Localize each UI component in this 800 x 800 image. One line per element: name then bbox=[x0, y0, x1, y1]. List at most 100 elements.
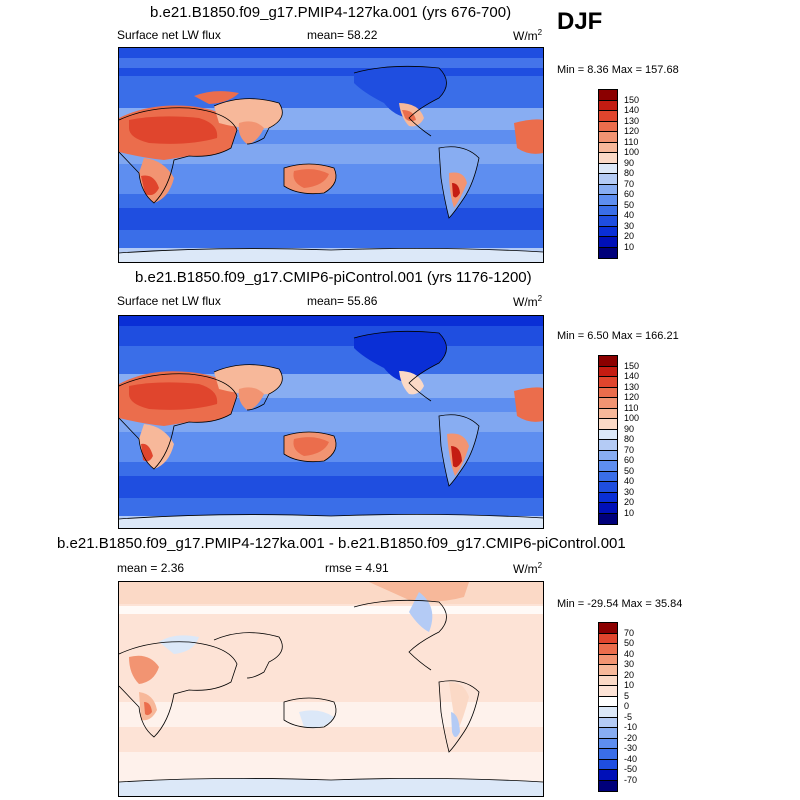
colorbar-cell bbox=[599, 623, 617, 634]
colorbar-cell bbox=[599, 759, 617, 770]
panel3-units: W/m2 bbox=[513, 561, 542, 576]
panel1-mean: mean= 58.22 bbox=[307, 28, 377, 42]
colorbar-cell bbox=[599, 780, 617, 791]
colorbar-tick-label: 90 bbox=[624, 423, 635, 434]
colorbar-cell bbox=[599, 195, 617, 206]
colorbar-cell bbox=[599, 633, 617, 644]
panel2-mean: mean= 55.86 bbox=[307, 294, 377, 308]
colorbar-cell bbox=[599, 237, 617, 248]
panel3-mean-value: 2.36 bbox=[160, 561, 185, 575]
panel1-units-sup: 2 bbox=[537, 28, 543, 37]
colorbar-tick-label: 40 bbox=[624, 476, 635, 486]
panel3-map-svg bbox=[119, 582, 543, 796]
panel3-units-sup: 2 bbox=[537, 561, 543, 570]
colorbar-tick-label: -10 bbox=[624, 722, 638, 732]
colorbar-cell bbox=[599, 503, 617, 514]
colorbar-tick-label: -5 bbox=[624, 711, 633, 722]
panel2-mean-value: 55.86 bbox=[347, 294, 378, 308]
panel2-mean-label: mean= bbox=[307, 294, 345, 308]
season-label: DJF bbox=[557, 8, 603, 35]
colorbar-tick-label: 130 bbox=[624, 381, 640, 392]
colorbar-cell bbox=[599, 440, 617, 451]
colorbar-tick-label: 20 bbox=[624, 669, 635, 680]
panel2-colorbar-ticks: 150 140 130 120 110 100 90 80 70 60 50 4… bbox=[624, 355, 664, 523]
colorbar-tick-label: 40 bbox=[624, 648, 635, 659]
colorbar-cell bbox=[599, 492, 617, 503]
colorbar-tick-label: 20 bbox=[624, 231, 635, 241]
colorbar-tick-label: 30 bbox=[624, 486, 635, 497]
panel1-units-text: W/m bbox=[513, 29, 538, 43]
colorbar-tick-label: 30 bbox=[624, 659, 635, 669]
panel3-mean-label: mean = bbox=[117, 561, 158, 575]
colorbar-cell bbox=[599, 142, 617, 153]
colorbar-cell bbox=[599, 247, 617, 258]
colorbar-tick-label: 130 bbox=[624, 115, 640, 126]
colorbar-cell bbox=[599, 419, 617, 430]
colorbar-tick-label: 100 bbox=[624, 413, 640, 423]
colorbar-cell bbox=[599, 111, 617, 122]
panel3-colorbar-ticks: 70 50 40 30 20 10 5 0 -5 -10 -20 -30 -40… bbox=[624, 622, 664, 790]
colorbar-cell bbox=[599, 132, 617, 143]
colorbar-cell bbox=[599, 513, 617, 524]
colorbar-tick-label: 60 bbox=[624, 455, 635, 465]
colorbar-tick-label: 40 bbox=[624, 210, 635, 220]
panel3-rmse-label: rmse = bbox=[325, 561, 363, 575]
panel3-title: b.e21.B1850.f09_g17.PMIP4-127ka.001 - b.… bbox=[57, 535, 626, 552]
colorbar-tick-label: 50 bbox=[624, 199, 635, 210]
colorbar-cell bbox=[599, 654, 617, 665]
colorbar-cell bbox=[599, 377, 617, 388]
colorbar-cell bbox=[599, 675, 617, 686]
colorbar-cell bbox=[599, 90, 617, 101]
colorbar-cell bbox=[599, 121, 617, 132]
panel2-map-svg bbox=[119, 316, 543, 528]
colorbar-cell bbox=[599, 100, 617, 111]
colorbar-tick-label: 80 bbox=[624, 434, 635, 444]
colorbar-tick-label: 100 bbox=[624, 147, 640, 157]
colorbar-cell bbox=[599, 163, 617, 174]
colorbar-tick-label: 50 bbox=[624, 465, 635, 476]
colorbar-cell bbox=[599, 665, 617, 676]
colorbar-tick-label: -50 bbox=[624, 764, 638, 774]
colorbar-tick-label: 70 bbox=[624, 178, 635, 189]
colorbar-tick-label: 110 bbox=[624, 136, 639, 147]
colorbar-cell bbox=[599, 174, 617, 185]
colorbar-tick-label: -40 bbox=[624, 753, 638, 764]
colorbar-tick-label: 150 bbox=[624, 94, 640, 105]
colorbar-cell bbox=[599, 450, 617, 461]
panel3-mean: mean = 2.36 bbox=[117, 561, 184, 575]
colorbar-cell bbox=[599, 226, 617, 237]
colorbar-cell bbox=[599, 387, 617, 398]
colorbar-tick-label: -70 bbox=[624, 774, 638, 785]
colorbar-cell bbox=[599, 205, 617, 216]
colorbar-tick-label: 120 bbox=[624, 126, 640, 136]
panel1-mean-label: mean= bbox=[307, 28, 345, 42]
colorbar-tick-label: -30 bbox=[624, 743, 638, 753]
colorbar-tick-label: -20 bbox=[624, 732, 638, 743]
panel3-colorbar bbox=[598, 622, 618, 792]
colorbar-tick-label: 60 bbox=[624, 189, 635, 199]
colorbar-cell bbox=[599, 398, 617, 409]
colorbar-tick-label: 110 bbox=[624, 402, 639, 413]
panel2-title: b.e21.B1850.f09_g17.CMIP6-piControl.001 … bbox=[135, 269, 532, 286]
panel2-map bbox=[118, 315, 544, 529]
colorbar-tick-label: 10 bbox=[624, 241, 635, 252]
colorbar-tick-label: 5 bbox=[624, 690, 630, 701]
colorbar-tick-label: 0 bbox=[624, 701, 630, 711]
colorbar-cell bbox=[599, 728, 617, 739]
colorbar-tick-label: 50 bbox=[624, 638, 635, 648]
panel1-colorbar bbox=[598, 89, 618, 259]
panel3-rmse: rmse = 4.91 bbox=[325, 561, 389, 575]
colorbar-tick-label: 120 bbox=[624, 392, 640, 402]
panel2-minmax: Min = 6.50 Max = 166.21 bbox=[557, 330, 679, 342]
colorbar-tick-label: 90 bbox=[624, 157, 635, 168]
colorbar-cell bbox=[599, 696, 617, 707]
colorbar-cell bbox=[599, 153, 617, 164]
panel1-field-label: Surface net LW flux bbox=[117, 28, 221, 42]
colorbar-tick-label: 140 bbox=[624, 105, 640, 115]
panel1-colorbar-ticks: 150 140 130 120 110 100 90 80 70 60 50 4… bbox=[624, 89, 664, 257]
colorbar-tick-label: 70 bbox=[624, 444, 635, 455]
panel1-map bbox=[118, 47, 544, 263]
colorbar-cell bbox=[599, 216, 617, 227]
colorbar-cell bbox=[599, 471, 617, 482]
panel2-field-label: Surface net LW flux bbox=[117, 294, 221, 308]
